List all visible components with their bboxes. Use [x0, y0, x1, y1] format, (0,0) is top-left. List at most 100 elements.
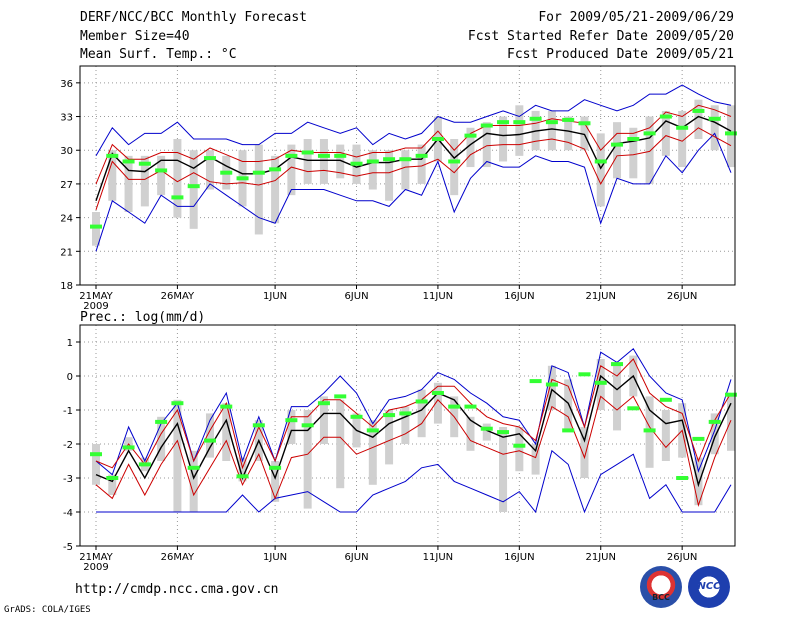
temp-median-marker: [562, 117, 575, 122]
temp-median-marker: [236, 176, 249, 181]
temp-median-marker: [578, 121, 591, 126]
prec-ytick-label: -5: [63, 542, 73, 553]
prec-spread-box: [515, 427, 524, 472]
prec-median-marker: [708, 419, 721, 424]
temp-median-marker: [171, 195, 184, 200]
prec-frame: [79, 324, 736, 547]
temp-spread-box: [271, 155, 280, 224]
refer-date: Fcst Started Refer Date 2009/05/20: [467, 29, 734, 44]
prec-median-marker: [480, 426, 493, 431]
prec-median-marker: [497, 430, 510, 435]
temp-median-marker: [529, 116, 542, 121]
prec-spread-box: [433, 382, 442, 424]
prec-median-marker: [366, 428, 379, 433]
prec-median-marker: [545, 382, 558, 387]
temp-median-marker: [513, 120, 526, 125]
temp-max-line: [95, 132, 732, 252]
prec-spread-box: [303, 410, 312, 509]
prec-median-marker: [285, 418, 298, 423]
temp-median-marker: [480, 123, 493, 128]
prec-spread-box: [661, 410, 670, 461]
prec-ytick-label: 0: [67, 372, 73, 383]
temp-spread-box: [140, 155, 149, 207]
temp-median-marker: [643, 131, 656, 136]
prec-median-marker: [578, 372, 591, 377]
member-size: Member Size=40: [80, 29, 190, 44]
prec-spread-box: [238, 457, 247, 482]
prec-median-marker: [334, 394, 347, 399]
temp-lower-line: [95, 127, 732, 210]
temp-spread-box: [727, 105, 735, 168]
prec-spread-box: [368, 420, 377, 485]
grads-credit: GrADS: COLA/IGES: [4, 605, 91, 615]
prec-median-marker: [317, 401, 330, 406]
temp-median-marker: [545, 120, 558, 125]
temp-spread-box: [336, 144, 345, 179]
temp-ytick-label: 30: [60, 146, 73, 157]
temp-median-marker: [725, 131, 737, 136]
temp-upper-line: [95, 104, 732, 185]
temp-xtick-label: 11JUN: [423, 291, 453, 302]
prec-spread-box: [92, 444, 100, 485]
prec-xtick-label: 26MAY: [161, 552, 195, 563]
temp-ytick-label: 24: [60, 214, 73, 225]
temp-spread-box: [319, 139, 328, 184]
produced-date: Fcst Produced Date 2009/05/21: [507, 47, 734, 62]
temp-spread-box: [547, 110, 556, 151]
temp-median-marker: [334, 153, 347, 158]
prec-spread-box: [417, 389, 426, 438]
temp-median-marker: [611, 142, 624, 147]
temp-panel: 18 21 24 27 30 33 36 21MAY 26MAY 1JUN 6JUN 11JUN 16J…: [60, 65, 737, 312]
temp-ytick-label: 36: [60, 79, 73, 90]
temp-spread-box: [385, 150, 394, 201]
prec-median-marker: [220, 404, 233, 409]
temp-xtick-label: 1JUN: [263, 291, 287, 302]
prec-xtick-label: 21JUN: [586, 552, 616, 563]
prec-median-marker: [187, 465, 200, 470]
temp-spread-box: [629, 127, 638, 179]
temp-min-line: [95, 84, 732, 157]
temp-median-marker: [269, 167, 282, 172]
prec-median-marker: [122, 445, 135, 450]
temp-spread-box: [173, 139, 182, 218]
temp-median-marker: [464, 133, 477, 138]
temp-spread-box: [499, 116, 508, 162]
temp-median-marker: [659, 114, 672, 119]
bcc-logo: BCC: [640, 566, 682, 608]
prec-xtick-label: 26JUN: [667, 552, 697, 563]
prec-median-marker: [171, 401, 184, 406]
prec-spread-box: [189, 450, 198, 512]
temp-ytick-label: 18: [60, 281, 73, 292]
temp-xtick-label: 6JUN: [344, 291, 368, 302]
prec-upper-line: [95, 358, 732, 470]
prec-spread-box: [336, 399, 345, 489]
prec-median-marker: [448, 404, 461, 409]
temp-spread-box: [205, 150, 214, 190]
temp-ytick-label: 33: [60, 113, 73, 124]
prec-max-line: [95, 348, 732, 476]
temp-frame: [79, 65, 736, 286]
bcc-logo-text: BCC: [652, 593, 670, 602]
footer-url[interactable]: http://cmdp.ncc.cma.gov.cn: [75, 582, 279, 597]
temp-xtick-label: 21JUN: [586, 291, 616, 302]
temp-median-marker: [415, 153, 428, 158]
temp-spread-box: [157, 155, 166, 196]
temp-median-marker: [627, 137, 640, 141]
temp-median-marker: [431, 137, 444, 141]
prec-mean-line: [95, 374, 732, 488]
prec-spread-box: [385, 410, 394, 465]
temp-median-marker: [448, 159, 461, 164]
prec-median-marker: [106, 476, 119, 480]
temp-spread-box: [678, 110, 687, 168]
prec-median-marker: [203, 438, 216, 443]
prec-year-label: 2009: [83, 562, 108, 573]
temp-median-marker: [106, 153, 119, 158]
chart-title: DERF/NCC/BCC Monthly Forecast: [80, 10, 307, 25]
prec-spread-box: [319, 396, 328, 444]
temp-median-marker: [399, 157, 412, 162]
prec-median-marker: [301, 423, 314, 428]
prec-median-marker: [399, 411, 412, 416]
temp-xtick-label: 26JUN: [667, 291, 697, 302]
temp-median-marker: [594, 159, 607, 164]
temp-median-marker: [187, 184, 200, 189]
